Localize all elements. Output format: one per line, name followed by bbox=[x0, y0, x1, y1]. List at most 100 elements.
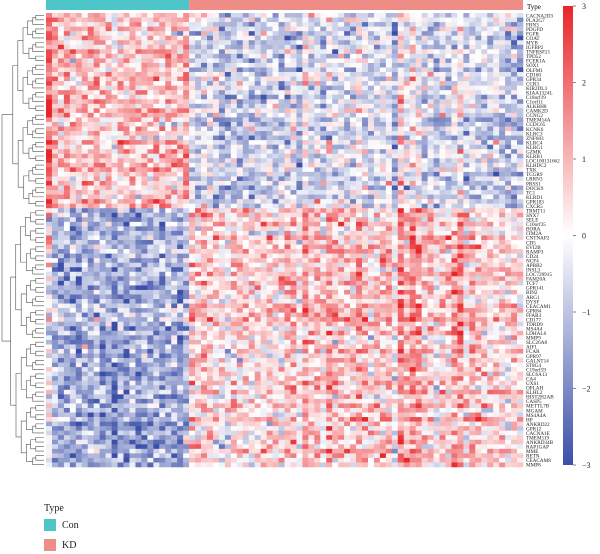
heatmap-cell bbox=[517, 230, 524, 236]
heatmap-cell bbox=[397, 40, 405, 46]
heatmap-cell bbox=[481, 99, 488, 105]
heatmap-cell bbox=[260, 117, 267, 123]
heatmap-cell bbox=[487, 276, 494, 282]
heatmap-cell bbox=[463, 208, 470, 214]
heatmap-cell bbox=[99, 76, 106, 82]
heatmap-cell bbox=[177, 144, 184, 150]
heatmap-cell bbox=[487, 208, 494, 214]
heatmap-cell bbox=[147, 262, 154, 268]
heatmap-cell bbox=[451, 90, 458, 96]
heatmap-cell bbox=[206, 230, 214, 236]
heatmap-cell bbox=[445, 208, 452, 214]
heatmap-cell bbox=[242, 249, 250, 254]
heatmap-cell bbox=[99, 140, 106, 145]
heatmap-cell bbox=[201, 262, 208, 268]
heatmap-cell bbox=[224, 94, 232, 100]
heatmap-cell bbox=[165, 94, 172, 100]
heatmap-cell bbox=[499, 271, 506, 277]
heatmap-cell bbox=[487, 199, 494, 204]
heatmap-cell bbox=[57, 44, 65, 50]
heatmap-cell bbox=[505, 235, 512, 241]
heatmap-cell bbox=[308, 176, 315, 182]
heatmap-cell bbox=[427, 158, 434, 164]
heatmap-cell bbox=[481, 153, 488, 159]
heatmap-cell bbox=[212, 230, 220, 236]
heatmap-cell bbox=[141, 53, 148, 59]
heatmap-cell bbox=[284, 267, 291, 273]
heatmap-cell bbox=[445, 72, 452, 77]
heatmap-cell bbox=[147, 90, 154, 96]
heatmap-cell bbox=[63, 53, 71, 59]
heatmap-cell bbox=[206, 90, 214, 96]
heatmap-cell bbox=[511, 230, 518, 236]
heatmap-cell bbox=[57, 149, 65, 155]
heatmap-cell bbox=[445, 112, 452, 118]
heatmap-cell bbox=[189, 208, 196, 214]
heatmap-cell bbox=[87, 44, 94, 50]
heatmap-cell bbox=[487, 90, 494, 96]
heatmap-cell bbox=[46, 112, 53, 118]
heatmap-cell bbox=[93, 81, 100, 86]
heatmap-cell bbox=[135, 72, 142, 77]
heatmap-cell bbox=[159, 81, 166, 86]
heatmap-cell bbox=[362, 17, 369, 23]
heatmap-cell bbox=[475, 90, 482, 96]
heatmap-cell bbox=[230, 240, 238, 245]
heatmap-cell bbox=[105, 235, 112, 241]
heatmap-cell bbox=[487, 112, 494, 118]
heatmap-cell bbox=[326, 176, 333, 182]
heatmap-cell bbox=[499, 35, 506, 41]
heatmap-cell bbox=[159, 13, 166, 18]
heatmap-cell bbox=[147, 271, 154, 277]
dendrogram-branch bbox=[35, 278, 44, 284]
heatmap-cell bbox=[99, 176, 106, 182]
heatmap-cell bbox=[487, 76, 494, 82]
heatmap-cell bbox=[189, 194, 196, 200]
heatmap-cell bbox=[379, 262, 387, 268]
heatmap-cell bbox=[475, 185, 482, 191]
heatmap-cell bbox=[46, 199, 53, 204]
heatmap-cell bbox=[373, 49, 381, 55]
heatmap-cell bbox=[111, 135, 118, 141]
heatmap-cell bbox=[51, 135, 59, 141]
heatmap-cell bbox=[111, 212, 118, 218]
heatmap-cell bbox=[153, 285, 160, 291]
heatmap-cell bbox=[266, 258, 273, 263]
heatmap-cell bbox=[332, 58, 339, 64]
heatmap-cell bbox=[391, 53, 399, 59]
heatmap-cell bbox=[165, 267, 172, 273]
heatmap-cell bbox=[201, 199, 208, 204]
heatmap-cell bbox=[129, 140, 136, 145]
heatmap-cell bbox=[99, 121, 106, 127]
heatmap-cell bbox=[212, 249, 220, 254]
heatmap-cell bbox=[141, 149, 148, 155]
heatmap-cell bbox=[499, 280, 506, 286]
heatmap-cell bbox=[409, 230, 416, 236]
heatmap-cell bbox=[326, 35, 333, 41]
heatmap-cell bbox=[93, 108, 100, 114]
heatmap-cell bbox=[326, 81, 333, 86]
heatmap-cell bbox=[248, 144, 255, 150]
heatmap-cell bbox=[320, 72, 327, 77]
heatmap-cell bbox=[385, 208, 393, 214]
heatmap-cell bbox=[284, 171, 291, 177]
heatmap-cell bbox=[147, 44, 154, 50]
heatmap-cell bbox=[385, 276, 393, 282]
heatmap-cell bbox=[475, 276, 482, 282]
heatmap-cell bbox=[332, 85, 339, 91]
heatmap-cell bbox=[332, 280, 339, 286]
heatmap-cell bbox=[409, 35, 416, 41]
heatmap-cell bbox=[326, 17, 333, 23]
heatmap-cell bbox=[93, 99, 100, 105]
heatmap-cell bbox=[224, 262, 232, 268]
heatmap-cell bbox=[111, 271, 118, 277]
heatmap-cell bbox=[260, 285, 267, 291]
heatmap-cell bbox=[332, 176, 339, 182]
heatmap-cell bbox=[362, 144, 369, 150]
heatmap-cell bbox=[385, 244, 393, 250]
heatmap-cell bbox=[308, 230, 315, 236]
heatmap-cell bbox=[427, 72, 434, 77]
heatmap-cell bbox=[46, 267, 53, 273]
heatmap-cell bbox=[266, 276, 273, 282]
heatmap-cell bbox=[117, 208, 124, 214]
